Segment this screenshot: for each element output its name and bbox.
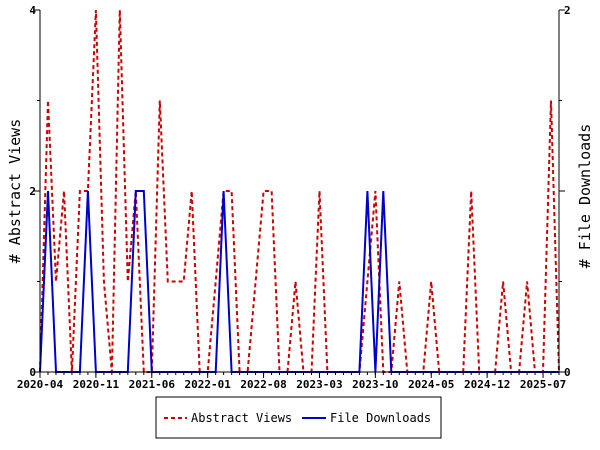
legend-label-abstract-views: Abstract Views (191, 411, 292, 425)
y-left-tick-label: 4 (29, 4, 36, 17)
x-tick-label: 2024-05 (408, 378, 454, 391)
y-left-tick-label: 2 (29, 185, 36, 198)
x-tick-label: 2021-06 (129, 378, 176, 391)
y-right-tick-label: 0 (564, 366, 571, 379)
legend: Abstract Views File Downloads (155, 396, 442, 439)
y-right-tick-label: 2 (564, 4, 571, 17)
x-tick-label: 2022-01 (184, 378, 231, 391)
x-tick-label: 2020-04 (17, 378, 64, 391)
x-tick-label: 2022-08 (240, 378, 286, 391)
x-tick-label: 2024-12 (464, 378, 510, 391)
legend-box (155, 396, 442, 439)
axis-layer: 2020-04 2020-11 2021-06 2022-01 2022-08 2023-… (17, 4, 571, 391)
x-tick-label: 2023-03 (296, 378, 342, 391)
y-axis-left-title: # Abstract Views (6, 119, 24, 264)
series-line-abstract-views (39, 9, 560, 373)
x-tick-label: 2023-10 (352, 378, 398, 391)
y-left-tick-label: 0 (29, 366, 36, 379)
x-tick-label: 2025-07 (520, 378, 566, 391)
x-tick-label: 2020-11 (73, 378, 120, 391)
y-axis-right-title: # File Downloads (576, 124, 594, 269)
legend-label-file-downloads: File Downloads (330, 411, 431, 425)
plot-background (40, 10, 559, 372)
